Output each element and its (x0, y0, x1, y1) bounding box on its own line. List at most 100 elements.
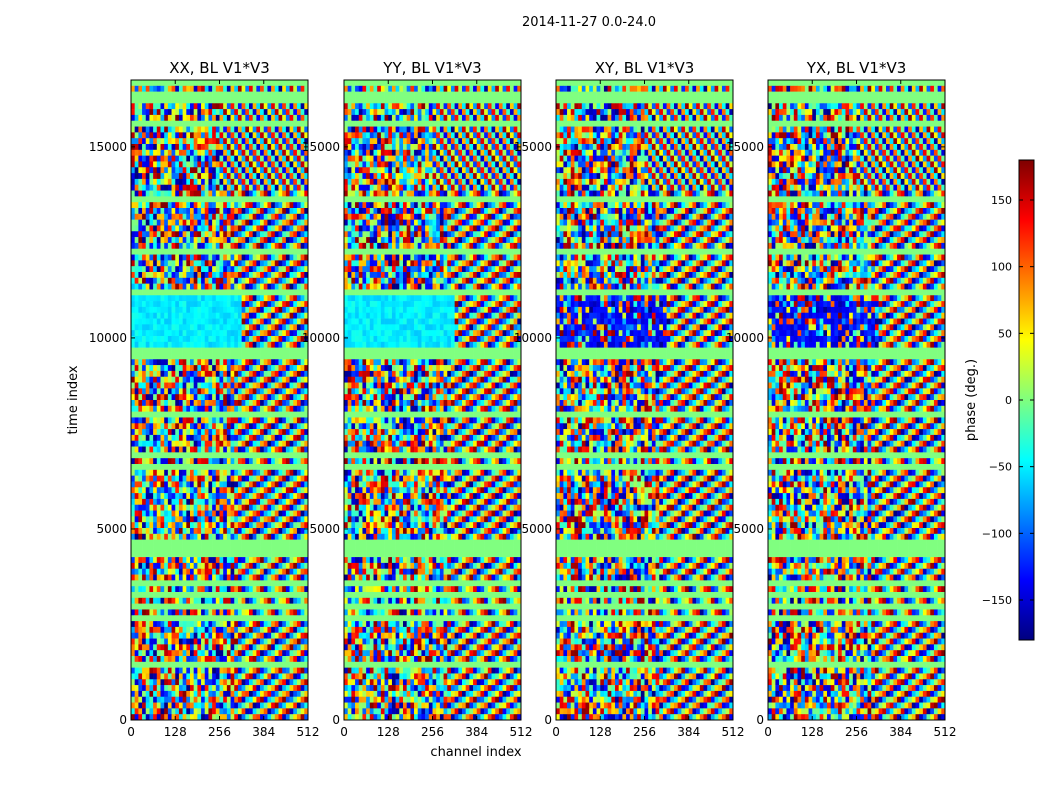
heatmap-cell (156, 464, 161, 471)
heatmap-cell (219, 452, 224, 459)
heatmap-cell (223, 440, 228, 447)
heatmap-cell (149, 475, 154, 482)
heatmap-cell (249, 97, 253, 104)
heatmap-cell (278, 452, 283, 459)
heatmap-cell (145, 400, 150, 407)
heatmap-cell (249, 458, 253, 465)
heatmap-cell (278, 597, 283, 604)
heatmap-cell (134, 626, 139, 634)
heatmap-cell (274, 173, 279, 180)
heatmap-cell (304, 516, 309, 523)
heatmap-cell (204, 365, 209, 372)
heatmap-cell (197, 551, 202, 558)
heatmap-cell (134, 638, 139, 645)
heatmap-cell (131, 353, 135, 360)
heatmap-cell (263, 272, 268, 279)
heatmap-cell (201, 318, 206, 325)
heatmap-cell (186, 656, 191, 663)
heatmap-cell (156, 225, 161, 232)
heatmap-cell (178, 458, 183, 465)
heatmap-cell (156, 248, 161, 255)
heatmap-cell (204, 405, 209, 412)
heatmap-cell (156, 638, 161, 645)
heatmap-cell (304, 434, 309, 442)
heatmap-cell (219, 656, 224, 663)
heatmap-cell (285, 528, 290, 535)
heatmap-cell (241, 539, 246, 546)
heatmap-cell (208, 597, 213, 604)
heatmap-cell (282, 178, 287, 186)
heatmap-cell (274, 120, 279, 127)
heatmap-cell (271, 161, 276, 168)
heatmap-cell (171, 597, 176, 604)
heatmap-cell (271, 289, 276, 296)
heatmap-cell (282, 516, 287, 523)
heatmap-cell (178, 580, 183, 587)
heatmap-cell (267, 673, 272, 680)
heatmap-cell (249, 173, 253, 180)
heatmap-cell (149, 603, 154, 610)
heatmap-cell (285, 673, 290, 680)
heatmap-cell (226, 196, 231, 203)
heatmap-cell (131, 336, 135, 343)
heatmap-cell (219, 109, 224, 116)
heatmap-cell (145, 126, 150, 133)
heatmap-cell (186, 132, 191, 139)
heatmap-cell (300, 469, 305, 476)
heatmap-cell (142, 260, 147, 267)
heatmap-cell (219, 586, 224, 593)
heatmap-cell (282, 161, 287, 168)
heatmap-cell (167, 231, 172, 238)
heatmap-cell (263, 277, 268, 284)
heatmap-cell (245, 446, 250, 453)
heatmap-cell (212, 504, 217, 511)
heatmap-cell (219, 429, 224, 436)
heatmap-cell (160, 155, 165, 162)
heatmap-cell (160, 109, 165, 116)
heatmap-cell (131, 580, 135, 587)
heatmap-cell (164, 184, 169, 191)
heatmap-cell (230, 405, 235, 412)
heatmap-cell (145, 103, 150, 110)
heatmap-cell (282, 254, 287, 261)
heatmap-cell (178, 272, 183, 279)
heatmap-cell (237, 184, 242, 191)
heatmap-cell (171, 434, 176, 442)
heatmap-cell (171, 429, 176, 436)
heatmap-cell (271, 277, 276, 284)
heatmap-cell (245, 597, 250, 604)
heatmap-cell (271, 592, 276, 599)
heatmap-cell (304, 155, 309, 162)
heatmap-cell (153, 667, 158, 674)
heatmap-cell (285, 353, 290, 360)
heatmap-cell (282, 481, 287, 488)
heatmap-cell (175, 498, 180, 506)
heatmap-cell (241, 225, 246, 232)
heatmap-cell (267, 597, 272, 604)
heatmap-cell (138, 138, 143, 145)
heatmap-cell (263, 679, 268, 686)
heatmap-cell (260, 621, 265, 628)
heatmap-cell (208, 254, 213, 261)
heatmap-cell (234, 615, 239, 622)
heatmap-cell (296, 237, 301, 244)
heatmap-cell (271, 114, 276, 122)
heatmap-cell (234, 149, 239, 156)
heatmap-cell (160, 481, 165, 488)
heatmap-cell (271, 254, 276, 261)
heatmap-cell (145, 242, 150, 250)
heatmap-cell (237, 231, 242, 238)
heatmap-cell (245, 330, 250, 337)
heatmap-cell (171, 312, 176, 319)
heatmap-cell (274, 388, 279, 395)
heatmap-cell (212, 103, 217, 110)
heatmap-cell (252, 80, 257, 87)
heatmap-cell (226, 400, 231, 407)
heatmap-cell (237, 365, 242, 372)
heatmap-cell (212, 597, 217, 604)
heatmap-cell (304, 120, 309, 127)
heatmap-cell (156, 522, 161, 529)
heatmap-cell (249, 522, 253, 529)
heatmap-cell (223, 138, 228, 145)
heatmap-cell (167, 318, 172, 325)
